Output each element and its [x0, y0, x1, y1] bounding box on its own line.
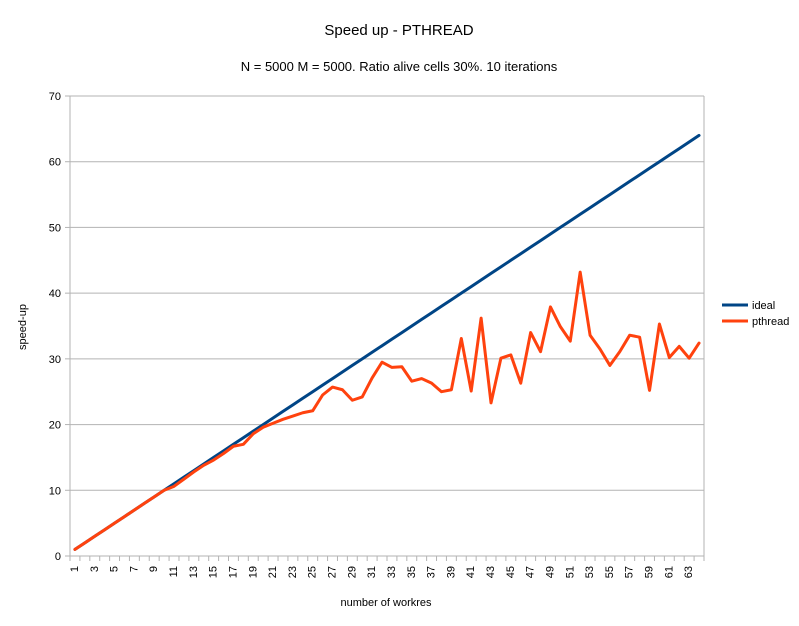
y-tick-label: 0	[55, 551, 61, 563]
y-tick-label: 20	[49, 420, 61, 432]
x-tick-label: 9	[148, 566, 160, 572]
x-tick-label: 43	[485, 566, 497, 578]
y-tick-label: 10	[49, 485, 61, 497]
x-axis-ticks: 1 3 5 7 9 11 13 15 17 19 21 23 25 27 29 31 33 35 37 39 41 43 4…	[69, 556, 705, 578]
x-tick-label: 61	[663, 566, 675, 578]
y-tick-label: 70	[49, 91, 61, 103]
x-tick-label: 57	[624, 566, 636, 578]
series-line-ideal	[73, 133, 701, 551]
plot-frame	[69, 96, 705, 557]
x-tick-label: 7	[128, 566, 140, 572]
y-axis-ticks: 0 10 20 30 40 50 60 70	[49, 91, 70, 563]
x-tick-label: 39	[445, 566, 457, 578]
x-tick-label: 55	[604, 566, 616, 578]
x-axis-label: number of workres	[340, 597, 432, 609]
x-tick-label: 1	[69, 566, 81, 572]
x-tick-label: 37	[426, 566, 438, 578]
x-tick-label: 33	[386, 566, 398, 578]
y-tick-label: 60	[49, 157, 61, 169]
legend-label-ideal: ideal	[752, 300, 775, 312]
x-tick-label: 59	[644, 566, 656, 578]
x-tick-label: 27	[327, 566, 339, 578]
gridlines	[70, 95, 704, 557]
x-tick-label: 29	[346, 566, 358, 578]
y-axis-label: speed-up	[17, 304, 29, 350]
x-tick-label: 49	[544, 566, 556, 578]
chart-subtitle: N = 5000 M = 5000. Ratio alive cells 30%…	[241, 59, 558, 74]
y-tick-label: 40	[49, 288, 61, 300]
x-tick-label: 45	[505, 566, 517, 578]
x-tick-label: 31	[366, 566, 378, 578]
x-tick-label: 17	[227, 566, 239, 578]
legend-label-pthread: pthread	[752, 316, 789, 328]
x-tick-label: 47	[525, 566, 537, 578]
series-line-pthread	[73, 270, 701, 551]
x-tick-label: 5	[109, 566, 121, 572]
y-tick-label: 50	[49, 222, 61, 234]
x-tick-label: 21	[267, 566, 279, 578]
x-tick-label: 25	[307, 566, 319, 578]
x-tick-label: 13	[188, 566, 200, 578]
x-tick-label: 19	[247, 566, 259, 578]
x-tick-label: 3	[89, 566, 101, 572]
chart-title: Speed up - PTHREAD	[324, 22, 473, 39]
y-tick-label: 30	[49, 354, 61, 366]
legend: ideal pthread	[722, 300, 789, 328]
x-tick-label: 51	[564, 566, 576, 578]
x-tick-label: 53	[584, 566, 596, 578]
x-tick-label: 35	[406, 566, 418, 578]
x-tick-label: 63	[683, 566, 695, 578]
x-tick-label: 15	[208, 566, 220, 578]
x-tick-label: 11	[168, 566, 180, 577]
series-lines	[73, 133, 701, 551]
x-tick-label: 23	[287, 566, 299, 578]
x-tick-label: 41	[465, 566, 477, 578]
